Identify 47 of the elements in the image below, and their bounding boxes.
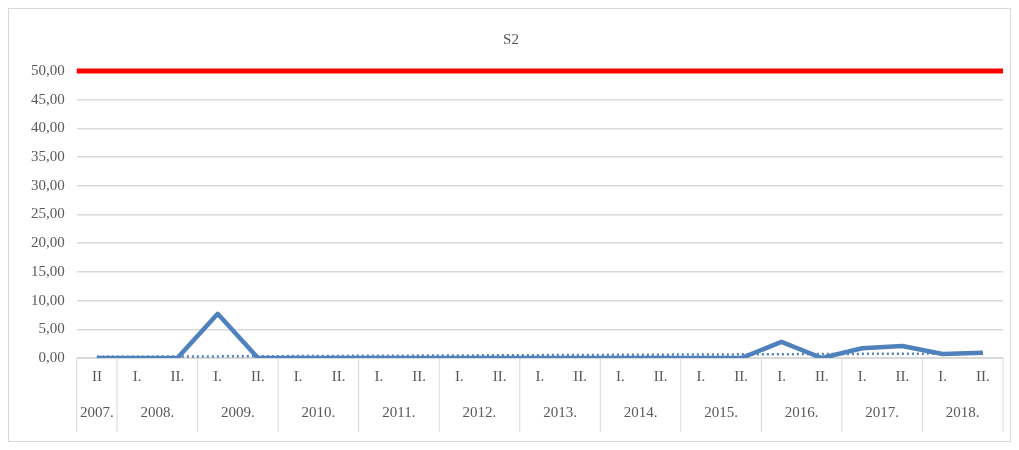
x-tick-label: II. (331, 367, 346, 384)
text: 2017. (865, 403, 900, 420)
x-tick-label: II. (734, 367, 749, 384)
text: 2007. (80, 403, 114, 420)
text: 2008. (140, 403, 175, 420)
x-tick-label: II. (412, 367, 426, 384)
text: 2018. (945, 403, 980, 420)
y-tick-label: 45,00 (31, 90, 65, 107)
x-tick-label: II. (573, 367, 588, 384)
x-tick-label: I. (132, 367, 142, 384)
x-tick-label: I. (696, 367, 706, 384)
x-tick-label: II. (251, 367, 265, 384)
y-tick-label: 35,00 (31, 148, 65, 165)
chart-title: S2 (503, 30, 519, 47)
text: 2009. (220, 403, 255, 420)
text: 2011. (382, 403, 416, 420)
x-tick-label: I. (857, 367, 867, 384)
x-tick-label: II. (170, 367, 185, 384)
y-tick-label: 20,00 (31, 234, 65, 251)
x-tick-label: II. (895, 367, 910, 384)
x-tick-label: I. (293, 367, 303, 384)
x-tick-label: II (91, 367, 102, 384)
y-tick-label: 50,00 (31, 61, 65, 78)
x-tick-label: I. (616, 367, 625, 384)
y-tick-label: 40,00 (31, 119, 65, 136)
x-tick-label: II. (492, 367, 507, 384)
y-tick-label: 5,00 (38, 320, 65, 337)
x-tick-label: I. (938, 367, 947, 384)
x-tick-label: II. (814, 367, 829, 384)
x-tick-label: I. (213, 367, 223, 384)
text: 2014. (623, 403, 658, 420)
y-tick-label: 0,00 (38, 348, 65, 365)
text: 2015. (704, 403, 738, 420)
y-tick-label: 10,00 (31, 291, 65, 308)
x-tick-label: I. (454, 367, 464, 384)
x-tick-label: I. (374, 367, 384, 384)
x-tick-label: II. (975, 367, 990, 384)
y-tick-label: 25,00 (31, 205, 65, 222)
y-tick-label: 15,00 (31, 262, 65, 279)
y-tick-label: 30,00 (31, 176, 65, 193)
x-tick-label: II. (653, 367, 668, 384)
x-tick-label: I. (777, 367, 786, 384)
text: 2016. (784, 403, 819, 420)
text: 2012. (462, 403, 497, 420)
text: 2010. (301, 403, 336, 420)
text: 2013. (543, 403, 577, 420)
x-tick-label: I. (535, 367, 545, 384)
